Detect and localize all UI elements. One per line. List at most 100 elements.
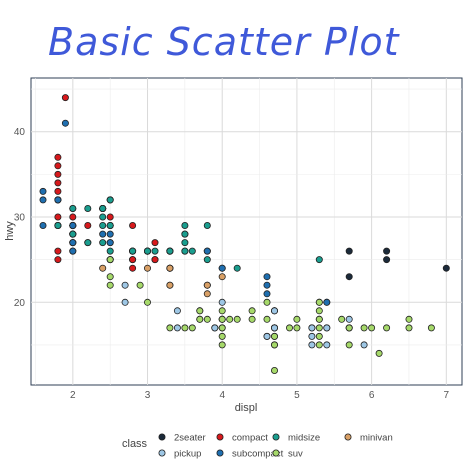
tick-labels: 2 3 4 5 6 7 20 30 40 — [14, 127, 450, 401]
grid — [31, 78, 462, 385]
legend-key-midsize — [272, 433, 280, 441]
data-point-compact — [54, 170, 62, 178]
data-point-midsize — [69, 204, 77, 212]
data-point-midsize — [188, 247, 196, 255]
legend-key-2seater — [158, 433, 166, 441]
data-point-suv — [338, 315, 346, 323]
data-point-minivan — [143, 264, 151, 272]
data-point-pickup — [121, 298, 129, 306]
data-point-subcompact — [218, 264, 226, 272]
data-point-midsize — [203, 256, 211, 264]
data-point-midsize — [181, 239, 189, 247]
data-point-suv — [181, 324, 189, 332]
data-point-suv — [218, 341, 226, 349]
data-point-compact — [151, 256, 159, 264]
data-point-suv — [143, 298, 151, 306]
data-point-suv — [375, 349, 383, 357]
data-point-midsize — [99, 213, 107, 221]
data-point-compact — [129, 221, 137, 229]
data-point-suv — [293, 315, 301, 323]
data-point-subcompact — [263, 281, 271, 289]
data-point-suv — [285, 324, 293, 332]
data-point-suv — [360, 324, 368, 332]
data-point-suv — [383, 324, 391, 332]
legend: 2seater compact midsize minivan pickup subcom… — [158, 433, 393, 460]
data-point-suv — [315, 332, 323, 340]
data-point-subcompact — [61, 119, 69, 127]
data-point-compact — [54, 187, 62, 195]
data-point-midsize — [233, 264, 241, 272]
data-points — [39, 94, 450, 374]
data-point-compact — [54, 153, 62, 161]
legend-key-minivan — [344, 433, 352, 441]
data-point-midsize — [69, 230, 77, 238]
data-point-2seater — [345, 273, 353, 281]
data-point-suv — [106, 256, 114, 264]
data-point-suv — [106, 281, 114, 289]
data-point-subcompact — [99, 230, 107, 238]
data-point-2seater — [383, 256, 391, 264]
x-tick-label: 7 — [444, 390, 450, 401]
data-point-2seater — [383, 247, 391, 255]
data-point-suv — [203, 315, 211, 323]
legend-label-minivan: minivan — [360, 433, 393, 444]
data-point-suv — [196, 307, 204, 315]
data-point-suv — [248, 307, 256, 315]
data-point-suv — [293, 324, 301, 332]
data-point-pickup — [173, 324, 181, 332]
legend-title: class — [122, 438, 148, 450]
data-point-pickup — [360, 341, 368, 349]
data-point-subcompact — [39, 221, 47, 229]
data-point-minivan — [203, 281, 211, 289]
data-point-compact — [61, 94, 69, 102]
data-point-midsize — [99, 204, 107, 212]
data-point-subcompact — [69, 221, 77, 229]
legend-key-suv — [272, 449, 280, 457]
data-point-compact — [54, 213, 62, 221]
data-point-suv — [405, 315, 413, 323]
data-point-suv — [270, 341, 278, 349]
data-point-compact — [151, 239, 159, 247]
data-point-subcompact — [69, 239, 77, 247]
data-point-pickup — [173, 307, 181, 315]
data-point-subcompact — [39, 196, 47, 204]
data-point-pickup — [270, 324, 278, 332]
y-tick-label: 20 — [14, 298, 26, 309]
data-point-subcompact — [263, 273, 271, 281]
data-point-pickup — [270, 307, 278, 315]
data-point-subcompact — [106, 230, 114, 238]
data-point-midsize — [99, 239, 107, 247]
data-point-suv — [315, 324, 323, 332]
legend-key-pickup — [158, 449, 166, 457]
data-point-compact — [129, 256, 137, 264]
data-point-suv — [248, 315, 256, 323]
data-point-midsize — [143, 247, 151, 255]
data-point-subcompact — [39, 187, 47, 195]
legend-key-subcompact — [216, 449, 224, 457]
data-point-compact — [54, 247, 62, 255]
data-point-suv — [196, 315, 204, 323]
data-point-midsize — [99, 221, 107, 229]
x-tick-label: 5 — [294, 390, 300, 401]
data-point-suv — [345, 324, 353, 332]
data-point-suv — [218, 324, 226, 332]
data-point-compact — [129, 264, 137, 272]
data-point-suv — [218, 307, 226, 315]
data-point-midsize — [129, 247, 137, 255]
data-point-suv — [106, 273, 114, 281]
data-point-suv — [405, 324, 413, 332]
data-point-suv — [218, 315, 226, 323]
data-point-pickup — [323, 324, 331, 332]
data-point-subcompact — [263, 290, 271, 298]
data-point-midsize — [54, 221, 62, 229]
data-point-minivan — [218, 273, 226, 281]
data-point-compact — [84, 221, 92, 229]
plot-background — [30, 77, 463, 386]
data-point-pickup — [263, 332, 271, 340]
data-point-pickup — [308, 324, 316, 332]
data-point-pickup — [211, 324, 219, 332]
data-point-midsize — [181, 230, 189, 238]
legend-label-pickup: pickup — [174, 449, 201, 460]
data-point-minivan — [166, 264, 174, 272]
